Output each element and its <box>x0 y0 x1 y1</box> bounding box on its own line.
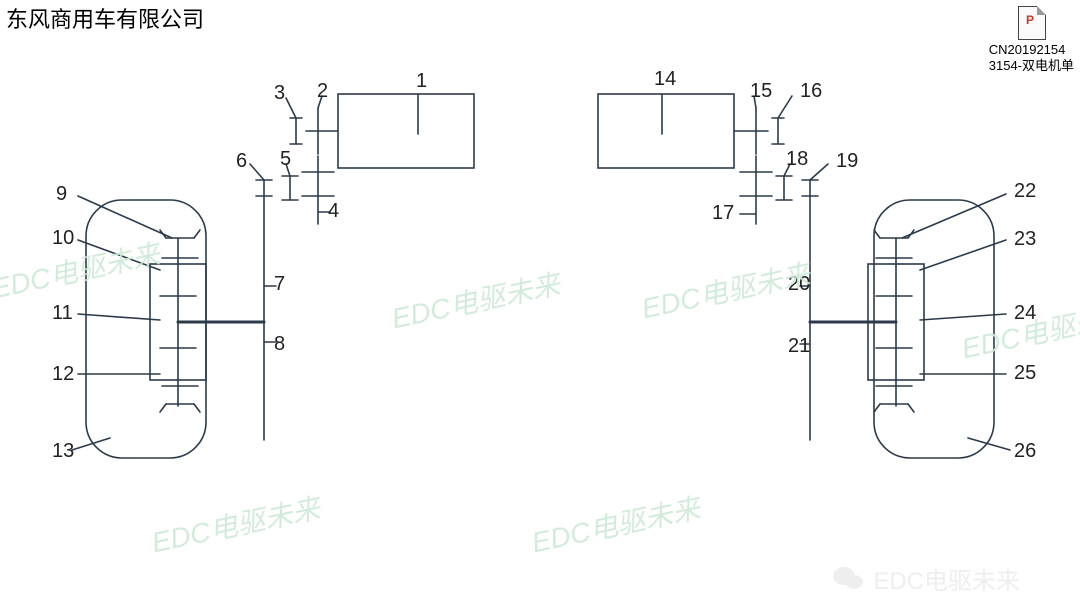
part-label-10: 10 <box>52 227 74 250</box>
part-label-13: 13 <box>52 440 74 463</box>
part-label-20: 20 <box>788 273 810 296</box>
part-label-1: 1 <box>416 70 427 93</box>
source-label: EDC电驱未来 <box>873 561 1020 596</box>
part-label-21: 21 <box>788 335 810 358</box>
part-label-12: 12 <box>52 363 74 386</box>
part-label-11: 11 <box>52 302 73 325</box>
part-label-14: 14 <box>654 68 676 91</box>
part-label-5: 5 <box>280 148 291 171</box>
part-label-18: 18 <box>786 148 808 171</box>
part-label-19: 19 <box>836 150 858 173</box>
part-label-8: 8 <box>274 333 285 356</box>
wechat-icon <box>831 565 865 593</box>
part-label-3: 3 <box>274 82 285 105</box>
source-attribution: EDC电驱未来 <box>831 561 1020 596</box>
part-label-2: 2 <box>317 80 328 103</box>
part-label-25: 25 <box>1014 362 1036 385</box>
part-label-17: 17 <box>712 202 734 225</box>
part-label-6: 6 <box>236 150 247 173</box>
part-label-15: 15 <box>750 80 772 103</box>
part-label-22: 22 <box>1014 180 1036 203</box>
schematic-diagram <box>0 0 1080 608</box>
part-label-4: 4 <box>328 200 339 223</box>
part-label-9: 9 <box>56 183 67 206</box>
part-label-23: 23 <box>1014 228 1036 251</box>
part-label-7: 7 <box>274 273 285 296</box>
part-label-26: 26 <box>1014 440 1036 463</box>
part-label-16: 16 <box>800 80 822 103</box>
part-label-24: 24 <box>1014 302 1036 325</box>
